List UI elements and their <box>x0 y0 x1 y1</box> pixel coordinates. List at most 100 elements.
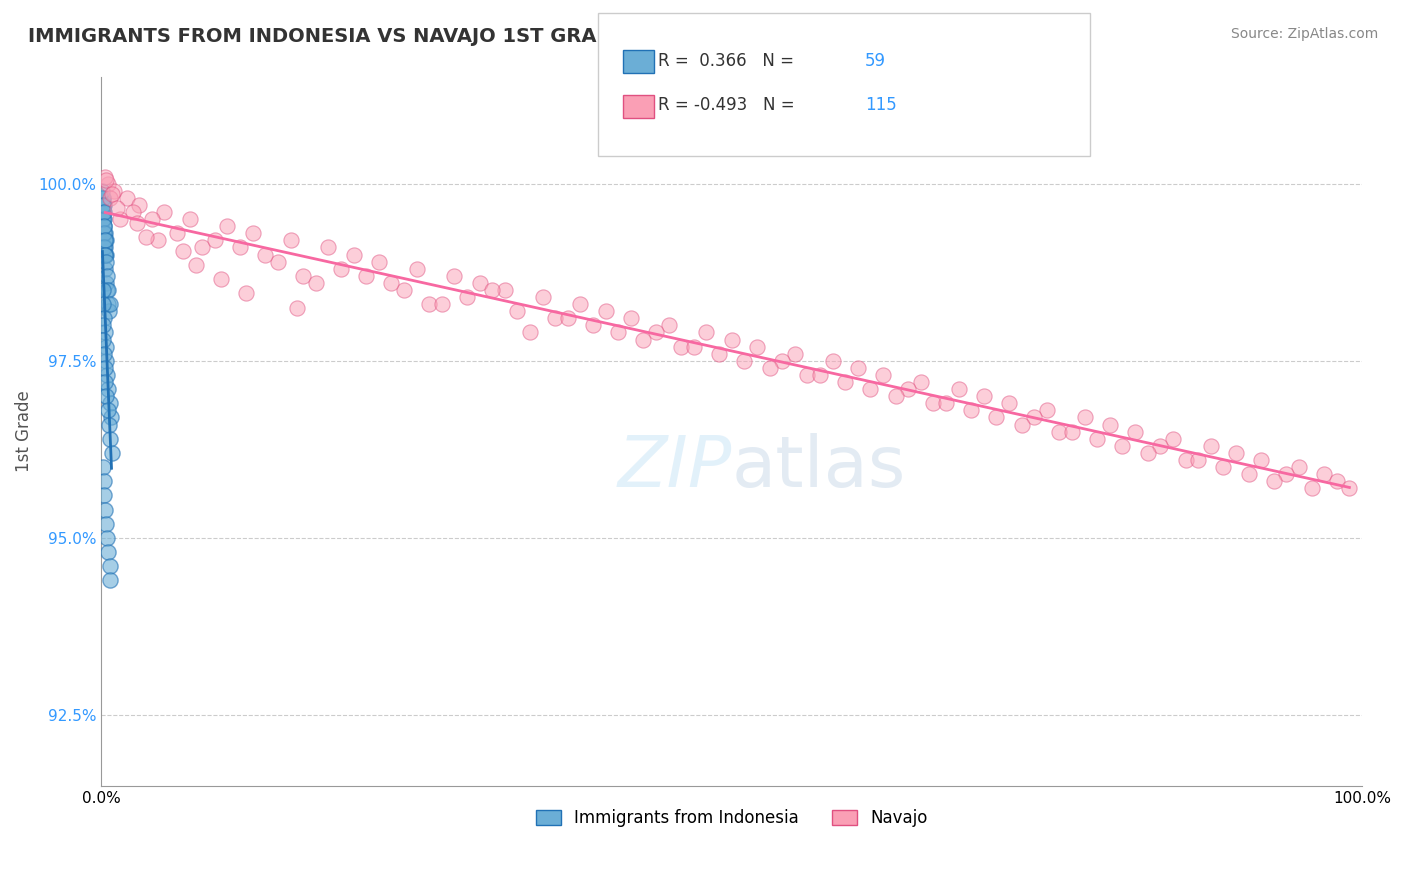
Point <box>97 283 120 297</box>
Point <box>986 410 1008 425</box>
Point <box>235 286 257 301</box>
Point <box>1085 432 1108 446</box>
Point <box>707 347 730 361</box>
Point <box>94 247 117 261</box>
Point <box>367 254 389 268</box>
Point <box>96 389 118 403</box>
Point <box>93 219 115 234</box>
Point <box>1161 432 1184 446</box>
Point <box>1288 460 1310 475</box>
Point <box>94 516 117 531</box>
Text: 115: 115 <box>865 96 897 114</box>
Point <box>98 191 121 205</box>
Point <box>292 268 315 283</box>
Point <box>494 283 516 297</box>
Point <box>94 169 117 184</box>
Point <box>98 304 121 318</box>
Point <box>645 326 668 340</box>
Point <box>1250 453 1272 467</box>
Point <box>98 432 121 446</box>
Point <box>94 353 117 368</box>
Point <box>1123 425 1146 439</box>
Y-axis label: 1st Grade: 1st Grade <box>15 391 32 473</box>
Point <box>720 333 742 347</box>
Point <box>267 254 290 268</box>
Point <box>998 396 1021 410</box>
Point <box>209 272 232 286</box>
Point <box>733 353 755 368</box>
Point <box>531 290 554 304</box>
Point <box>94 375 117 389</box>
Point <box>184 258 207 272</box>
Point <box>94 326 117 340</box>
Point <box>105 202 128 216</box>
Point <box>910 375 932 389</box>
Point <box>595 304 617 318</box>
Point <box>100 574 122 588</box>
Point <box>935 396 957 410</box>
Point <box>1339 481 1361 495</box>
Point <box>468 276 491 290</box>
Point <box>758 360 780 375</box>
Point <box>110 212 132 227</box>
Point <box>153 205 176 219</box>
Point <box>922 396 945 410</box>
Point <box>392 283 415 297</box>
Point <box>305 276 328 290</box>
Point <box>93 247 115 261</box>
Point <box>98 417 121 432</box>
Point <box>191 240 214 254</box>
Point <box>1199 439 1222 453</box>
Point <box>94 502 117 516</box>
Point <box>834 375 856 389</box>
Point <box>285 301 308 315</box>
Point <box>796 368 818 382</box>
Point <box>96 276 118 290</box>
Point <box>179 212 201 227</box>
Point <box>97 177 120 191</box>
Point <box>98 396 121 410</box>
Point <box>94 261 117 276</box>
Point <box>1326 474 1348 488</box>
Point <box>93 360 115 375</box>
Point <box>93 347 115 361</box>
Point <box>1313 467 1336 482</box>
Point <box>1060 425 1083 439</box>
Point <box>98 297 121 311</box>
Point <box>544 311 567 326</box>
Point <box>1237 467 1260 482</box>
Point <box>100 410 122 425</box>
Point <box>94 247 117 261</box>
Point <box>97 545 120 559</box>
Point <box>97 297 120 311</box>
Point <box>329 261 352 276</box>
Point <box>91 191 114 205</box>
Point <box>884 389 907 403</box>
Text: IMMIGRANTS FROM INDONESIA VS NAVAJO 1ST GRADE CORRELATION CHART: IMMIGRANTS FROM INDONESIA VS NAVAJO 1ST … <box>28 27 866 45</box>
Point <box>506 304 529 318</box>
Point <box>1111 439 1133 453</box>
Point <box>582 318 605 333</box>
Point <box>557 311 579 326</box>
Point <box>1149 439 1171 453</box>
Point <box>430 297 453 311</box>
Point <box>91 318 114 333</box>
Point <box>100 187 122 202</box>
Point <box>1174 453 1197 467</box>
Point <box>821 353 844 368</box>
Point <box>481 283 503 297</box>
Point <box>443 268 465 283</box>
Point <box>91 205 114 219</box>
Point <box>94 233 117 247</box>
Point <box>1136 446 1159 460</box>
Point <box>115 191 138 205</box>
Point <box>91 191 114 205</box>
Point <box>342 247 364 261</box>
Point <box>135 229 157 244</box>
Point <box>122 205 145 219</box>
Point <box>97 403 120 417</box>
Point <box>96 283 118 297</box>
Point <box>859 382 882 396</box>
Point <box>1049 425 1071 439</box>
Point <box>620 311 643 326</box>
